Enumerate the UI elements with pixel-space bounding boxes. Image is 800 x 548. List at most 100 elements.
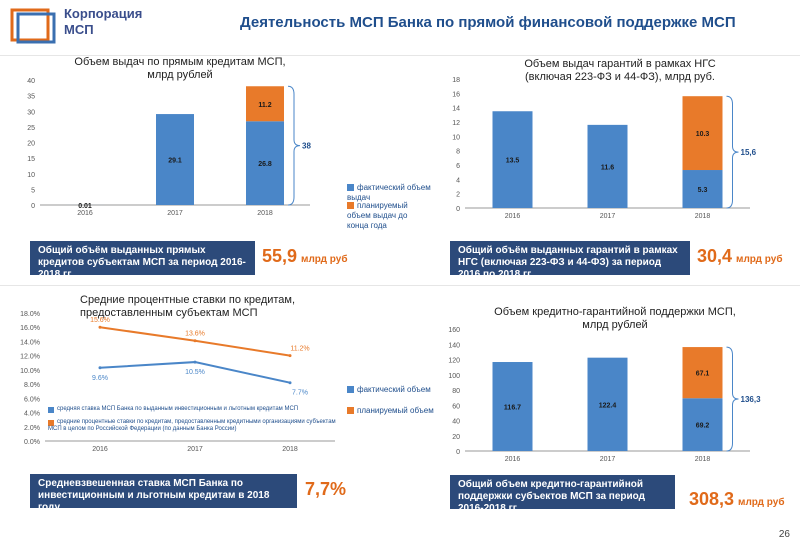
chart-3-ytick: 10.0% <box>20 368 40 375</box>
chart-1-total-bracket <box>287 85 301 206</box>
chart-3-ytick: 8.0% <box>24 382 40 389</box>
chart-3-data-label: 11.2% <box>290 346 309 353</box>
chart-2-xtick: 2018 <box>695 213 711 220</box>
chart-1-data-label: 11.2 <box>258 102 271 109</box>
chart-1-ytick: 5 <box>31 187 35 194</box>
chart-4-ytick: 80 <box>452 388 460 395</box>
chart-2-ytick: 14 <box>452 106 460 113</box>
chart-1-xtick: 2018 <box>257 210 273 217</box>
legend-fact-2-swatch <box>347 386 354 393</box>
panel-2-banner: Общий объём выданных гарантий в рамках Н… <box>450 241 690 280</box>
chart-4-total-label: 136,3 <box>741 395 762 404</box>
logo-line-1: Корпорация <box>64 6 143 21</box>
legend-fact-2: фактический объем <box>347 385 431 395</box>
chart-4-xtick: 2017 <box>600 456 616 463</box>
chart-3-svg: 0.0% 2.0% 4.0% 6.0% 8.0% 10.0% 12.0% 14.0% 16.0%… <box>20 311 335 453</box>
chart-2-data-label: 5.3 <box>698 187 708 194</box>
panel-4-banner: Общий объем кредитно-гарантийной поддерж… <box>450 475 675 514</box>
chart-2-xtick: 2016 <box>505 213 521 220</box>
chart-2-bar <box>492 111 533 208</box>
chart-4-svg: 0 20 40 60 80 100 120 140 160 2016 116.7 2017 122.4 2… <box>448 327 762 463</box>
chart-2-bar <box>587 124 628 208</box>
panel-3-total-value: 7,7% <box>305 479 347 499</box>
chart-2-ytick: 6 <box>456 163 460 170</box>
chart-2-bar <box>682 96 723 171</box>
legend-rate-russia-label: средние процентные ставки по кредитам, п… <box>48 419 336 432</box>
chart-2-data-label: 13.5 <box>506 158 520 165</box>
corporation-logo <box>8 6 138 50</box>
chart-3-point <box>193 360 197 364</box>
chart-2-ytick: 4 <box>456 177 460 184</box>
chart-3-ytick: 12.0% <box>20 354 40 361</box>
legend-fact-2-label: фактический объем <box>357 385 431 394</box>
row-divider <box>0 285 800 286</box>
chart-4-ytick: 100 <box>448 373 460 380</box>
legend-plan-2-swatch <box>347 407 354 414</box>
chart-1-ytick: 0 <box>31 203 35 210</box>
panel-4-total-value: 308,3 <box>689 489 735 509</box>
chart-4-title: Объем кредитно-гарантийной поддержки МСП… <box>494 306 736 331</box>
panel-1-banner: Общий объём выданных прямых кредитов суб… <box>30 241 255 280</box>
panel-4-total: 308,3 млрд руб <box>689 489 785 510</box>
chart-1-data-label: 26.8 <box>258 161 272 168</box>
legend-plan-swatch <box>347 202 354 209</box>
panel-2-total: 30,4 млрд руб <box>697 246 783 267</box>
chart-3-point <box>193 339 197 343</box>
chart-3-data-label: 7.7% <box>292 390 308 397</box>
legend-plan-2: планируемый объем <box>347 406 434 416</box>
chart-2-data-label: 10.3 <box>696 131 710 138</box>
chart-4-data-label: 122.4 <box>599 402 617 409</box>
legend-rate-russia-swatch <box>48 420 54 426</box>
chart-4-xtick: 2018 <box>695 456 711 463</box>
chart-1-ytick: 25 <box>27 125 35 132</box>
chart-2-ytick: 12 <box>452 120 460 127</box>
chart-1-title: Объем выдач по прямым кредитам МСП, млрд… <box>74 56 286 81</box>
chart-1-xtick: 2016 <box>77 210 93 217</box>
chart-3-xtick: 2017 <box>187 446 203 453</box>
legend-rate-bank: средняя ставка МСП Банка по выданным инв… <box>48 406 338 413</box>
panel-2-total-value: 30,4 <box>697 246 733 266</box>
chart-3: 0.0% 2.0% 4.0% 6.0% 8.0% 10.0% 12.0% 14.0% 16.0%… <box>0 305 340 460</box>
chart-1: 0 5 10 15 20 25 30 35 40 2016 0.01 2017 29.1 2018 26.8… <box>0 70 360 225</box>
chart-1-ytick: 20 <box>27 141 35 148</box>
chart-2-ytick: 18 <box>452 77 460 84</box>
chart-2-total-bracket <box>726 95 739 209</box>
legend-fact-swatch <box>347 184 354 191</box>
legend-rate-bank-swatch <box>48 407 54 413</box>
chart-3-ytick: 16.0% <box>20 325 40 332</box>
chart-3-data-label: 9.6% <box>92 375 108 382</box>
chart-1-ytick: 35 <box>27 94 35 101</box>
chart-4-total-bracket <box>726 346 739 452</box>
panel-1-total-unit: млрд руб <box>301 254 348 265</box>
legend-rate-bank-label: средняя ставка МСП Банка по выданным инв… <box>57 406 299 412</box>
chart-4-bar <box>682 347 723 399</box>
chart-3-ytick: 14.0% <box>20 339 40 346</box>
chart-3-xtick: 2016 <box>92 446 108 453</box>
panel-1-total-value: 55,9 <box>262 246 298 266</box>
chart-3-data-label: 13.6% <box>185 331 205 338</box>
chart-1-bar <box>246 86 284 122</box>
panel-4-total-unit: млрд руб <box>738 497 785 508</box>
chart-3-point <box>288 381 292 385</box>
chart-4-ytick: 160 <box>448 327 460 334</box>
chart-1-data-label: 0.01 <box>78 203 92 210</box>
chart-4-ytick: 120 <box>448 358 460 365</box>
chart-3-data-label: 15.6% <box>90 317 110 324</box>
chart-3-ytick: 0.0% <box>24 439 40 446</box>
chart-2-ytick: 8 <box>456 149 460 156</box>
chart-3-point <box>98 366 102 370</box>
logo-line-2: МСП <box>64 22 94 37</box>
chart-3-ytick: 6.0% <box>24 396 40 403</box>
chart-1-data-label: 29.1 <box>168 158 182 165</box>
panel-2-total-unit: млрд руб <box>736 254 783 265</box>
chart-4-data-label: 116.7 <box>504 405 521 412</box>
chart-3-ytick: 2.0% <box>24 425 40 432</box>
chart-1-bar <box>246 121 284 205</box>
page-number: 26 <box>778 529 790 540</box>
chart-4-bar <box>492 362 533 451</box>
chart-4-bar <box>587 357 628 451</box>
chart-4: 0 20 40 60 80 100 120 140 160 2016 116.7 2017 122.4 2… <box>420 320 790 475</box>
chart-2-bar <box>682 170 723 208</box>
chart-3-ytick: 4.0% <box>24 411 40 418</box>
